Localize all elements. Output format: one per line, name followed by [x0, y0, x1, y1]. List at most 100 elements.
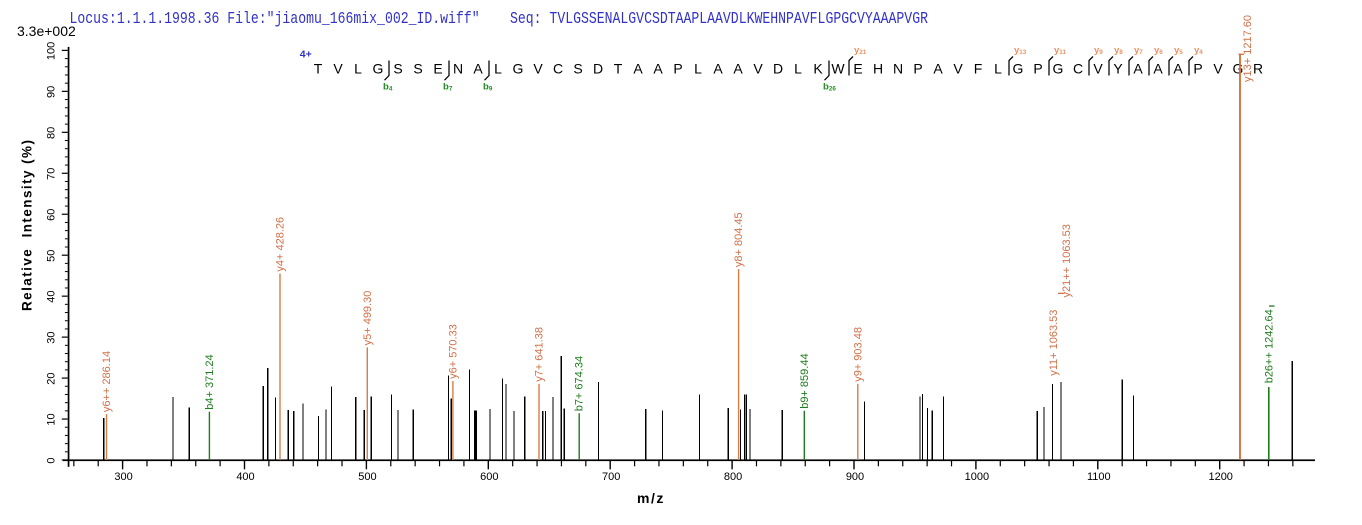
svg-text:60: 60 [46, 209, 58, 221]
svg-text:y9+ 903.48: y9+ 903.48 [852, 327, 864, 382]
svg-text:Locus:1.1.1.1998.36 File:"jiao: Locus:1.1.1.1998.36 File:"jiaomu_166mix_… [70, 11, 480, 29]
svg-text:P: P [913, 61, 922, 77]
svg-text:S: S [413, 61, 422, 77]
svg-text:Relative Intensity (%): Relative Intensity (%) [20, 140, 35, 311]
svg-text:P: P [1193, 61, 1202, 77]
svg-text:90: 90 [46, 86, 58, 98]
svg-text:300: 300 [114, 471, 132, 483]
svg-text:1100: 1100 [1087, 471, 1111, 483]
svg-text:y7+ 641.38: y7+ 641.38 [534, 327, 546, 382]
svg-text:H: H [873, 61, 883, 77]
svg-text:P: P [673, 61, 682, 77]
svg-text:L: L [994, 61, 1002, 77]
svg-text:W: W [831, 61, 845, 77]
svg-text:y8+ 804.45: y8+ 804.45 [733, 212, 745, 267]
svg-text:20: 20 [46, 372, 58, 384]
svg-text:G: G [1233, 61, 1244, 77]
svg-text:40: 40 [46, 291, 58, 303]
svg-text:Y: Y [1113, 61, 1123, 77]
svg-text:G: G [1013, 61, 1024, 77]
svg-text:10: 10 [46, 413, 58, 425]
svg-text:y4: y4 [1194, 45, 1203, 56]
svg-text:C: C [553, 61, 563, 77]
svg-text:L: L [794, 61, 802, 77]
svg-text:D: D [593, 61, 603, 77]
svg-text:V: V [533, 61, 543, 77]
svg-text:V: V [953, 61, 963, 77]
svg-text:E: E [433, 61, 442, 77]
svg-text:S: S [393, 61, 402, 77]
svg-text:N: N [453, 61, 463, 77]
svg-text:y8: y8 [1114, 45, 1123, 56]
svg-text:3.3e+002: 3.3e+002 [17, 23, 76, 39]
svg-text:A: A [633, 61, 643, 77]
svg-text:4+: 4+ [300, 48, 312, 60]
svg-text:L: L [354, 61, 362, 77]
svg-text:L: L [694, 61, 702, 77]
svg-text:y4+ 428.26: y4+ 428.26 [275, 217, 287, 272]
svg-text:1000: 1000 [965, 471, 989, 483]
svg-text:50: 50 [46, 250, 58, 262]
svg-text:100: 100 [46, 42, 58, 60]
svg-text:y6++ 286.14: y6++ 286.14 [101, 351, 113, 412]
svg-text:900: 900 [846, 471, 864, 483]
svg-text:y11+ 1063.53: y11+ 1063.53 [1048, 310, 1060, 376]
svg-text:y5+ 499.30: y5+ 499.30 [362, 291, 374, 346]
svg-text:y7: y7 [1134, 45, 1143, 56]
svg-text:500: 500 [358, 471, 376, 483]
svg-text:b7: b7 [443, 82, 453, 93]
svg-text:G: G [513, 61, 524, 77]
svg-text:y6: y6 [1154, 45, 1163, 56]
svg-text:A: A [713, 61, 723, 77]
svg-text:y5: y5 [1174, 45, 1183, 56]
svg-text:R: R [1253, 61, 1263, 77]
svg-text:A: A [1173, 61, 1183, 77]
svg-text:30: 30 [46, 331, 58, 343]
svg-text:F: F [974, 61, 983, 77]
svg-text:V: V [1093, 61, 1103, 77]
svg-text:400: 400 [236, 471, 254, 483]
svg-text:A: A [653, 61, 663, 77]
svg-text:700: 700 [602, 471, 620, 483]
svg-text:C: C [1073, 61, 1083, 77]
svg-text:y11: y11 [1054, 45, 1066, 56]
svg-text:T: T [314, 61, 323, 77]
svg-text:b26++ 1242.64: b26++ 1242.64 [1263, 309, 1275, 383]
svg-text:A: A [733, 61, 743, 77]
svg-text:E: E [853, 61, 862, 77]
svg-text:b4+ 371.24: b4+ 371.24 [204, 354, 216, 409]
svg-text:N: N [893, 61, 903, 77]
svg-text:80: 80 [46, 127, 58, 139]
svg-text:y21++ 1063.53: y21++ 1063.53 [1061, 224, 1073, 297]
svg-text:y21: y21 [854, 45, 867, 56]
svg-text:m/z: m/z [637, 490, 665, 506]
svg-text:y13: y13 [1014, 45, 1027, 56]
svg-text:S: S [573, 61, 582, 77]
svg-text:A: A [1153, 61, 1163, 77]
svg-text:600: 600 [480, 471, 498, 483]
svg-text:P: P [1033, 61, 1042, 77]
svg-text:V: V [753, 61, 763, 77]
svg-text:G: G [373, 61, 384, 77]
svg-text:T: T [614, 61, 623, 77]
svg-text:A: A [933, 61, 943, 77]
svg-text:V: V [1213, 61, 1223, 77]
svg-text:70: 70 [46, 168, 58, 180]
svg-text:b4: b4 [383, 82, 393, 93]
svg-text:1200: 1200 [1208, 471, 1232, 483]
svg-text:G: G [1053, 61, 1064, 77]
svg-text:800: 800 [724, 471, 742, 483]
svg-text:L: L [494, 61, 502, 77]
svg-text:y6+ 570.33: y6+ 570.33 [447, 324, 459, 379]
svg-text:0: 0 [46, 457, 58, 463]
svg-text:V: V [333, 61, 343, 77]
svg-text:A: A [1133, 61, 1143, 77]
svg-text:b9+ 859.44: b9+ 859.44 [799, 353, 811, 408]
svg-text:D: D [773, 61, 783, 77]
svg-text:A: A [473, 61, 483, 77]
svg-text:K: K [813, 61, 823, 77]
svg-text:Seq: TVLGSSENALGVCSDTAAPLAAVDL: Seq: TVLGSSENALGVCSDTAAPLAAVDLKWEHNPAVFL… [510, 11, 928, 29]
svg-text:y13+ 1217.60: y13+ 1217.60 [1242, 15, 1254, 82]
svg-text:b7+ 674.34: b7+ 674.34 [574, 356, 586, 411]
svg-text:y9: y9 [1094, 45, 1103, 56]
